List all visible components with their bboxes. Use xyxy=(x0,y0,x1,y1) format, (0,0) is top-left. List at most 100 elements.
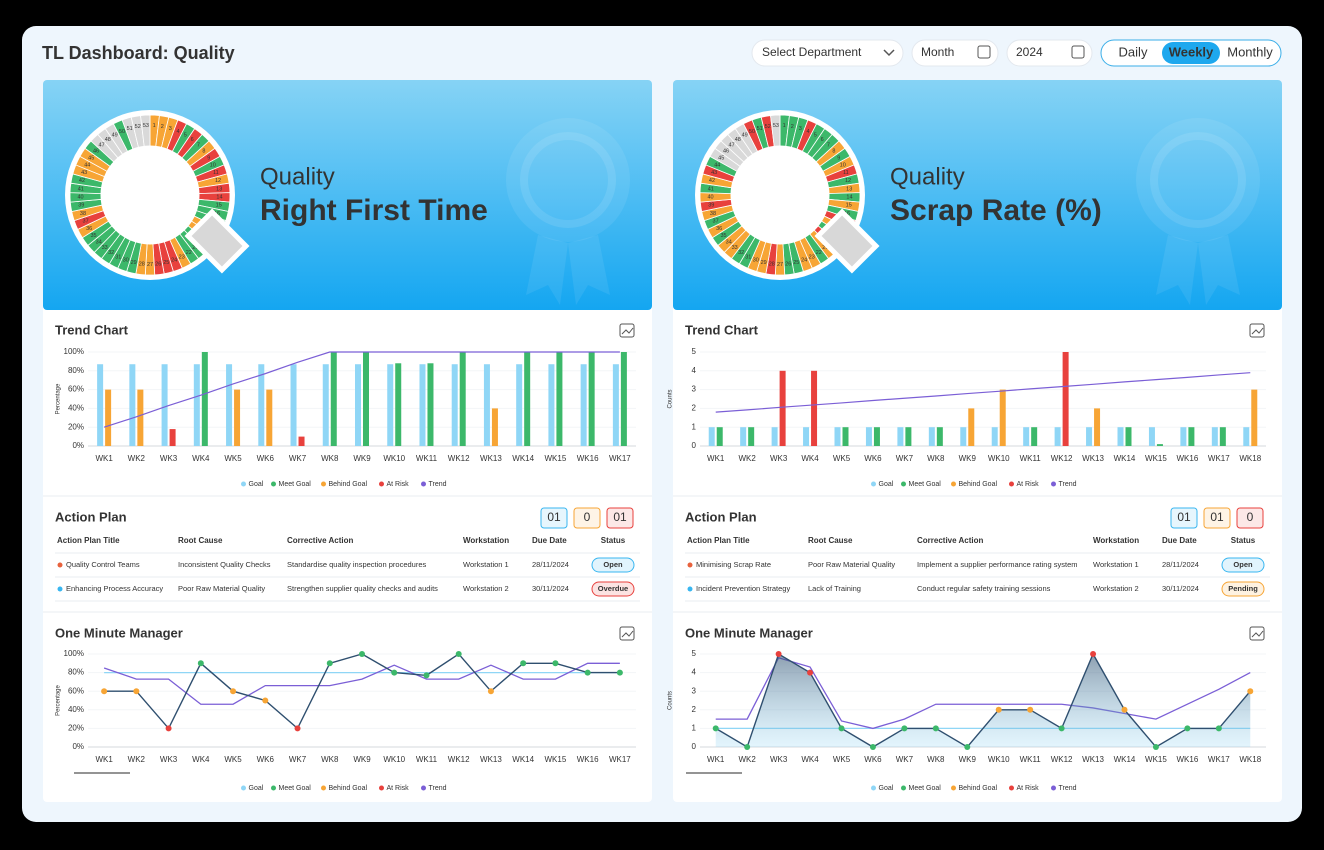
bar xyxy=(1086,427,1093,446)
bar xyxy=(258,364,265,446)
point xyxy=(359,651,365,657)
ring-label: 6 xyxy=(821,137,824,143)
chart-icon[interactable] xyxy=(619,323,635,338)
table-cell: Strengthen supplier quality checks and a… xyxy=(287,584,438,593)
status-pill[interactable] xyxy=(591,557,635,573)
y-tick-label: 2 xyxy=(692,404,697,413)
x-tick-label: WK8 xyxy=(927,755,945,764)
point xyxy=(133,688,140,695)
toggle-option[interactable]: Weekly xyxy=(1169,44,1214,59)
toggle-option[interactable]: Monthly xyxy=(1227,44,1273,59)
x-tick-label: WK5 xyxy=(833,454,851,463)
year-value: 2024 xyxy=(1016,45,1043,59)
count-badge xyxy=(1236,507,1264,529)
y-tick-label: 60% xyxy=(68,686,84,695)
legend-swatch xyxy=(1051,481,1056,487)
x-tick-label: WK5 xyxy=(833,755,851,764)
x-tick-label: WK1 xyxy=(95,755,113,764)
legend-label: Trend xyxy=(1059,481,1077,488)
ring-label: 43 xyxy=(711,170,717,176)
watermark xyxy=(526,235,610,305)
count-badge-text: 01 xyxy=(547,510,561,524)
legend-label: Goal xyxy=(249,785,264,792)
legend-swatch xyxy=(871,785,876,791)
legend-label: Behind Goal xyxy=(329,785,368,792)
bar xyxy=(161,364,168,446)
status-text: Overdue xyxy=(598,584,628,593)
x-tick-label: WK8 xyxy=(321,454,339,463)
ring-label: 35 xyxy=(720,233,726,239)
x-tick-label: WK11 xyxy=(1020,755,1042,764)
y-tick-label: 20% xyxy=(68,724,84,733)
ring-label: 9 xyxy=(837,155,840,161)
legend-swatch xyxy=(241,481,246,487)
table-cell: 28/11/2024 xyxy=(532,560,569,569)
x-tick-label: WK13 xyxy=(480,755,502,764)
bar xyxy=(290,364,297,446)
month-input[interactable] xyxy=(911,39,999,67)
ring-label: 5 xyxy=(814,133,817,139)
series-line xyxy=(715,656,1251,730)
section-title: One Minute Manager xyxy=(55,625,183,640)
table-cell: Workstation 1 xyxy=(1093,560,1139,569)
bar xyxy=(427,363,434,446)
x-tick-label: WK10 xyxy=(383,755,405,764)
bar xyxy=(169,429,176,446)
year-input[interactable] xyxy=(1006,39,1093,67)
bar xyxy=(1023,427,1030,446)
toggle-option[interactable]: Daily xyxy=(1119,44,1148,59)
bar xyxy=(612,364,619,446)
ring-label: 40 xyxy=(707,195,713,201)
ring-label: 3 xyxy=(799,126,802,132)
department-select[interactable] xyxy=(751,39,904,67)
status-pill[interactable] xyxy=(1221,581,1265,597)
legend-label: Goal xyxy=(879,785,894,792)
status-pill[interactable] xyxy=(591,581,635,597)
x-tick-label: WK5 xyxy=(224,755,242,764)
bar xyxy=(266,389,273,446)
x-tick-label: WK9 xyxy=(353,454,371,463)
ring-label: 29 xyxy=(761,260,767,266)
bar xyxy=(524,352,531,446)
trend-line xyxy=(103,351,620,428)
legend-swatch xyxy=(379,481,384,487)
ring-label: 13 xyxy=(846,186,852,192)
ring-label: 12 xyxy=(215,178,221,184)
y-tick-label: 80% xyxy=(68,668,84,677)
x-tick-label: WK16 xyxy=(577,454,599,463)
ring-label: 38 xyxy=(710,211,716,217)
toggle-active[interactable] xyxy=(1162,42,1220,64)
bar xyxy=(193,364,200,446)
legend-label: Trend xyxy=(1059,785,1077,792)
ring-label: 22 xyxy=(186,250,192,256)
chart-icon xyxy=(1251,327,1264,335)
ring-label: 3 xyxy=(169,126,172,132)
table-cell: Quality Control Teams xyxy=(66,560,140,569)
chart-icon[interactable] xyxy=(1249,626,1265,641)
bar xyxy=(1054,427,1061,446)
ring-label: 12 xyxy=(845,178,851,184)
bar xyxy=(1148,427,1155,446)
status-text: Open xyxy=(1233,560,1253,569)
point xyxy=(326,660,333,667)
bar xyxy=(1094,408,1101,446)
x-tick-label: WK13 xyxy=(1082,755,1104,764)
y-tick-label: 100% xyxy=(64,347,84,356)
legend-swatch xyxy=(321,785,326,791)
bar xyxy=(1188,427,1195,446)
table-cell: 30/11/2024 xyxy=(532,584,569,593)
x-tick-label: WK12 xyxy=(448,755,470,764)
x-tick-label: WK16 xyxy=(1176,454,1198,463)
y-tick-label: 40% xyxy=(68,705,84,714)
hero-title: Scrap Rate (%) xyxy=(890,194,1102,227)
ring-label: 29 xyxy=(131,260,137,266)
status-pill[interactable] xyxy=(1221,557,1265,573)
x-tick-label: WK4 xyxy=(192,454,210,463)
chart-icon[interactable] xyxy=(1249,323,1265,338)
section-title: Trend Chart xyxy=(55,322,129,337)
ring-label: 4 xyxy=(806,129,809,135)
x-tick-label: WK2 xyxy=(738,454,756,463)
bar xyxy=(1251,389,1258,446)
ring-label: 8 xyxy=(202,149,205,155)
chart-icon[interactable] xyxy=(619,626,635,641)
